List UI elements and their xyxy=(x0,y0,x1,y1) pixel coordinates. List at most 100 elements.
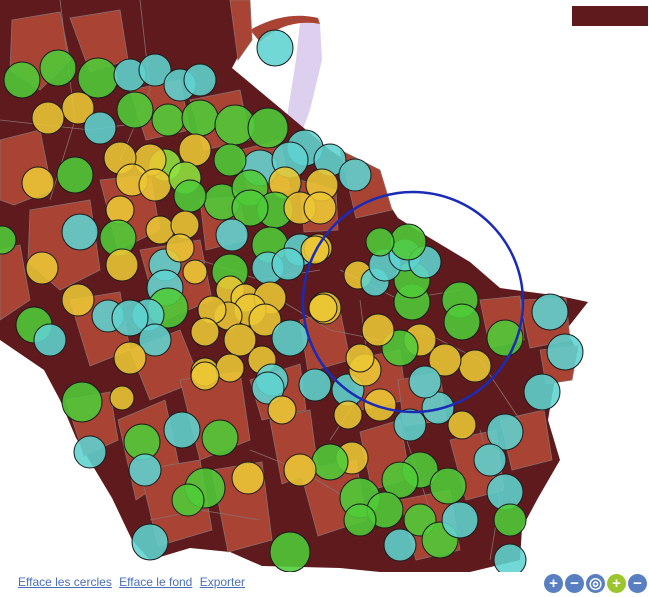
data-circle-85[interactable] xyxy=(109,385,135,411)
data-circle-23[interactable] xyxy=(178,133,212,167)
data-circle-84[interactable] xyxy=(190,361,220,391)
data-circle-28[interactable] xyxy=(21,166,55,200)
data-circle-126[interactable] xyxy=(429,467,467,505)
data-circle-55[interactable] xyxy=(182,259,208,285)
data-circle-3[interactable] xyxy=(138,53,172,87)
footer-links: Efface les cercles Efface le fond Export… xyxy=(18,575,249,589)
data-circle-140[interactable] xyxy=(163,411,201,449)
selection-circle[interactable] xyxy=(301,190,525,414)
data-circle-74[interactable] xyxy=(190,317,220,347)
data-circle-109[interactable] xyxy=(408,365,442,399)
data-circle-98[interactable] xyxy=(531,293,569,331)
remove-button[interactable]: − xyxy=(628,574,647,593)
data-circle-42[interactable] xyxy=(61,213,99,251)
data-circle-108[interactable] xyxy=(443,303,481,341)
data-circle-10[interactable] xyxy=(31,101,65,135)
data-circle-8[interactable] xyxy=(256,29,294,67)
clear-background-link[interactable]: Efface le fond xyxy=(119,575,193,589)
data-circle-64[interactable] xyxy=(111,299,149,337)
data-circle-76[interactable] xyxy=(248,303,282,337)
data-circle-89[interactable] xyxy=(298,368,332,402)
data-circle-72[interactable] xyxy=(33,323,67,357)
data-circle-139[interactable] xyxy=(201,419,239,457)
zoom-out-button[interactable]: − xyxy=(565,574,584,593)
data-circle-94[interactable] xyxy=(447,410,477,440)
data-circle-86[interactable] xyxy=(61,381,103,423)
data-circle-117[interactable] xyxy=(389,223,427,261)
data-circle-51[interactable] xyxy=(25,251,59,285)
circles-layer[interactable] xyxy=(0,29,584,572)
add-icon: + xyxy=(612,574,621,592)
data-circle-121[interactable] xyxy=(333,400,363,430)
zoom-out-icon: − xyxy=(570,574,579,592)
data-circle-58[interactable] xyxy=(271,247,305,281)
data-circle-54[interactable] xyxy=(165,233,195,263)
river-north xyxy=(282,22,322,150)
data-circle-97[interactable] xyxy=(546,333,584,371)
data-circle-9[interactable] xyxy=(61,91,95,125)
data-circle-5[interactable] xyxy=(183,63,217,97)
data-circle-138[interactable] xyxy=(269,531,311,572)
data-circle-73[interactable] xyxy=(138,323,172,357)
data-circle-30[interactable] xyxy=(138,168,172,202)
data-circle-123[interactable] xyxy=(311,443,349,481)
data-circle-135[interactable] xyxy=(441,501,479,539)
data-circle-11[interactable] xyxy=(83,111,117,145)
data-circle-92[interactable] xyxy=(393,408,427,442)
zoom-in-icon: + xyxy=(549,574,558,592)
data-circle-145[interactable] xyxy=(171,483,205,517)
data-circle-143[interactable] xyxy=(73,435,107,469)
data-circle-63[interactable] xyxy=(61,283,95,317)
data-circle-46[interactable] xyxy=(215,218,249,252)
clear-circles-link[interactable]: Efface les cercles xyxy=(18,575,112,589)
data-circle-120[interactable] xyxy=(308,293,338,323)
data-circle-147[interactable] xyxy=(131,523,169,561)
data-circle-130[interactable] xyxy=(381,461,419,499)
data-circle-7[interactable] xyxy=(39,49,77,87)
data-circle-39[interactable] xyxy=(231,189,269,227)
data-circle-91[interactable] xyxy=(363,388,397,422)
data-circle-101[interactable] xyxy=(428,343,462,377)
data-circle-38[interactable] xyxy=(303,191,337,225)
data-circle-146[interactable] xyxy=(231,461,265,495)
data-circle-50[interactable] xyxy=(0,225,17,255)
data-circle-52[interactable] xyxy=(105,248,139,282)
data-circle-12[interactable] xyxy=(116,91,154,129)
selection-layer xyxy=(301,190,525,414)
zoom-reset-button[interactable]: ◎ xyxy=(586,574,605,593)
legend-swatch xyxy=(572,6,648,26)
data-circle-142[interactable] xyxy=(128,453,162,487)
data-circle-111[interactable] xyxy=(345,343,375,373)
data-circle-136[interactable] xyxy=(383,528,417,562)
zoom-toolbar: + − ◎ + − xyxy=(544,574,647,593)
data-circle-19[interactable] xyxy=(338,158,372,192)
data-circle-100[interactable] xyxy=(458,349,492,383)
data-circle-40[interactable] xyxy=(173,179,207,213)
data-circle-1[interactable] xyxy=(77,57,119,99)
data-circle-137[interactable] xyxy=(343,503,377,537)
data-circle-127[interactable] xyxy=(473,443,507,477)
data-circle-96[interactable] xyxy=(523,373,561,411)
data-circle-14[interactable] xyxy=(181,99,219,137)
data-circle-79[interactable] xyxy=(113,341,147,375)
data-circle-148[interactable] xyxy=(493,543,527,572)
export-link[interactable]: Exporter xyxy=(199,575,246,589)
data-circle-13[interactable] xyxy=(151,103,185,137)
data-circle-88[interactable] xyxy=(267,395,297,425)
data-circle-77[interactable] xyxy=(271,319,309,357)
data-circle-87[interactable] xyxy=(251,371,285,405)
add-button[interactable]: + xyxy=(607,574,626,593)
data-circle-6[interactable] xyxy=(3,61,41,99)
city-map[interactable] xyxy=(0,0,649,572)
data-circle-118[interactable] xyxy=(365,227,395,257)
data-circle-75[interactable] xyxy=(223,323,257,357)
data-circle-81[interactable] xyxy=(215,353,245,383)
data-circle-22[interactable] xyxy=(213,143,247,177)
data-circle-27[interactable] xyxy=(56,156,94,194)
data-circle-16[interactable] xyxy=(247,107,289,149)
zoom-in-button[interactable]: + xyxy=(544,574,563,593)
data-circle-104[interactable] xyxy=(361,313,395,347)
data-circle-129[interactable] xyxy=(493,503,527,537)
data-circle-124[interactable] xyxy=(283,453,317,487)
data-circle-95[interactable] xyxy=(486,413,524,451)
